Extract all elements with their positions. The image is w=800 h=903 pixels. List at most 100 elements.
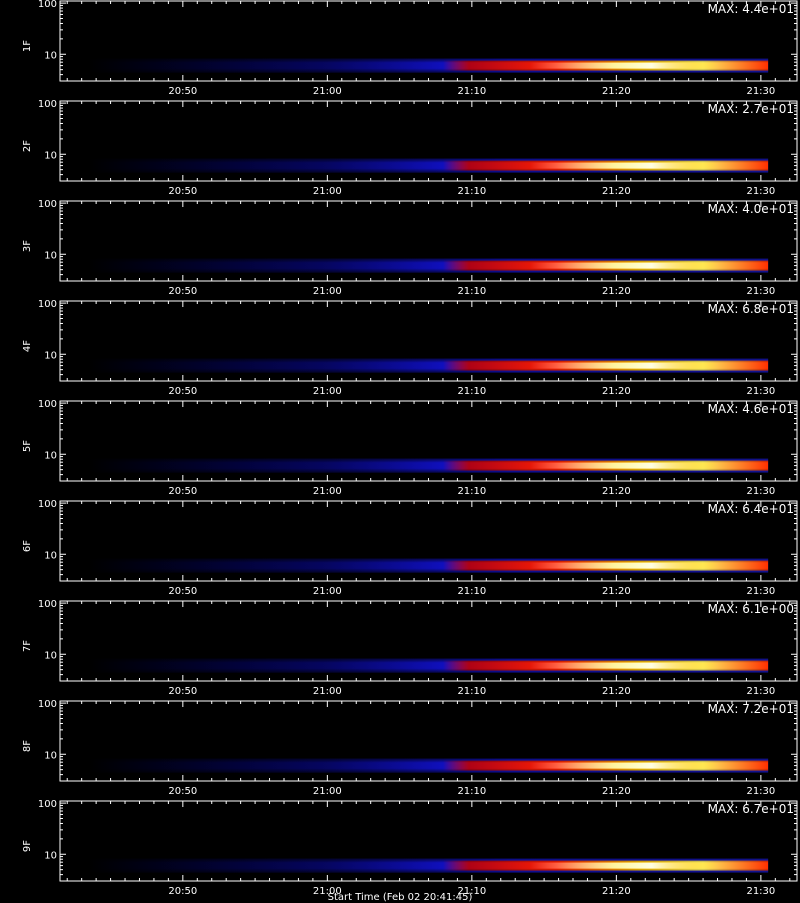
band-edge-fade (88, 758, 769, 773)
y-tick-label: 100 (38, 499, 57, 510)
max-value-label: MAX: 4.0e+01 (708, 202, 794, 216)
x-tick-label: 21:30 (746, 886, 775, 897)
max-value-label: MAX: 6.4e+01 (708, 502, 794, 516)
x-tick-label: 20:50 (168, 586, 197, 597)
x-tick-label: 20:50 (168, 486, 197, 497)
y-tick-label: 10 (44, 50, 57, 61)
y-tick-label: 100 (38, 199, 57, 210)
spectrogram-panel-7f: 10 100 20:50 21:00 21:10 21:20 21:30 7F MAX: 6.1… (22, 599, 798, 697)
max-value-label: MAX: 4.6e+01 (708, 402, 794, 416)
x-tick-label: 20:50 (168, 686, 197, 697)
x-tick-label: 21:00 (313, 386, 342, 397)
x-tick-label: 21:20 (602, 486, 631, 497)
panel-label: 9F (22, 840, 33, 852)
y-tick-label: 100 (38, 599, 57, 610)
band-edge-fade (88, 558, 769, 573)
x-tick-label: 20:50 (168, 786, 197, 797)
x-tick-label: 21:30 (746, 686, 775, 697)
max-value-label: MAX: 2.7e+01 (708, 102, 794, 116)
band-edge-fade (88, 658, 769, 673)
band-edge-fade (88, 58, 769, 73)
max-value-label: MAX: 6.1e+00 (708, 602, 794, 616)
y-tick-label: 10 (44, 550, 57, 561)
x-tick-label: 21:20 (602, 586, 631, 597)
spectrogram-panel-9f: 10 100 20:50 21:00 21:10 21:20 21:30 9F MAX: 6.7… (22, 799, 798, 897)
panel-label: 1F (22, 40, 33, 52)
spectrogram-panel-3f: 10 100 20:50 21:00 21:10 21:20 21:30 3F MAX: 4.0… (22, 199, 798, 297)
x-tick-label: 21:20 (602, 286, 631, 297)
x-tick-label: 21:30 (746, 186, 775, 197)
x-tick-label: 21:00 (313, 686, 342, 697)
x-tick-label: 21:10 (457, 686, 486, 697)
x-tick-label: 21:10 (457, 586, 486, 597)
x-tick-label: 21:10 (457, 386, 486, 397)
x-tick-label: 21:30 (746, 586, 775, 597)
band-edge-fade (88, 458, 769, 473)
x-tick-label: 21:20 (602, 386, 631, 397)
y-tick-label: 100 (38, 0, 57, 10)
x-tick-label: 20:50 (168, 886, 197, 897)
spectrogram-panel-5f: 10 100 20:50 21:00 21:10 21:20 21:30 5F MAX: 4.6… (22, 399, 798, 497)
y-tick-label: 100 (38, 699, 57, 710)
panel-label: 8F (22, 740, 33, 752)
spectrogram-panel-2f: 10 100 20:50 21:00 21:10 21:20 21:30 2F MAX: 2.7… (22, 99, 798, 197)
y-tick-label: 10 (44, 150, 57, 161)
x-tick-label: 21:10 (457, 786, 486, 797)
spectrogram-panel-4f: 10 100 20:50 21:00 21:10 21:20 21:30 4F MAX: 6.8… (22, 299, 798, 397)
spectrogram-panel-8f: 10 100 20:50 21:00 21:10 21:20 21:30 8F MAX: 7.2… (22, 699, 798, 797)
x-tick-label: 21:00 (313, 786, 342, 797)
y-tick-label: 10 (44, 250, 57, 261)
y-tick-label: 10 (44, 350, 57, 361)
x-tick-label: 21:20 (602, 886, 631, 897)
x-tick-label: 20:50 (168, 286, 197, 297)
y-tick-label: 10 (44, 450, 57, 461)
max-value-label: MAX: 7.2e+01 (708, 702, 794, 716)
y-tick-label: 100 (38, 299, 57, 310)
x-tick-label: 20:50 (168, 386, 197, 397)
x-tick-label: 21:30 (746, 286, 775, 297)
x-tick-label: 21:10 (457, 186, 486, 197)
x-tick-label: 21:10 (457, 286, 486, 297)
spectrogram-panel-6f: 10 100 20:50 21:00 21:10 21:20 21:30 6F MAX: 6.4… (22, 499, 798, 597)
panel-label: 6F (22, 540, 33, 552)
y-tick-label: 100 (38, 399, 57, 410)
x-tick-label: 20:50 (168, 186, 197, 197)
x-tick-label: 21:10 (457, 486, 486, 497)
band-edge-fade (88, 858, 769, 873)
x-tick-label: 21:30 (746, 86, 775, 97)
x-axis-title: Start Time (Feb 02 20:41:45) (327, 892, 473, 903)
x-tick-label: 21:00 (313, 286, 342, 297)
y-tick-label: 100 (38, 799, 57, 810)
x-tick-label: 20:50 (168, 86, 197, 97)
panel-label: 4F (22, 340, 33, 352)
x-tick-label: 21:20 (602, 186, 631, 197)
x-tick-label: 21:00 (313, 86, 342, 97)
max-value-label: MAX: 4.4e+01 (708, 2, 794, 16)
max-value-label: MAX: 6.7e+01 (708, 802, 794, 816)
x-tick-label: 21:30 (746, 486, 775, 497)
x-tick-label: 21:20 (602, 686, 631, 697)
band-edge-fade (88, 258, 769, 273)
max-value-label: MAX: 6.8e+01 (708, 302, 794, 316)
x-tick-label: 21:10 (457, 86, 486, 97)
x-tick-label: 21:10 (457, 886, 486, 897)
panel-label: 3F (22, 240, 33, 252)
y-tick-label: 10 (44, 850, 57, 861)
band-edge-fade (88, 158, 769, 173)
x-tick-label: 21:00 (313, 586, 342, 597)
panel-label: 7F (22, 640, 33, 652)
x-tick-label: 21:20 (602, 86, 631, 97)
x-tick-label: 21:30 (746, 786, 775, 797)
y-tick-label: 10 (44, 650, 57, 661)
x-tick-label: 21:00 (313, 186, 342, 197)
x-tick-label: 21:00 (313, 886, 342, 897)
spectrogram-panel-1f: 10 100 20:50 21:00 21:10 21:20 21:30 1F MAX: 4.4… (22, 0, 798, 97)
x-tick-label: 21:30 (746, 386, 775, 397)
panel-label: 5F (22, 440, 33, 452)
x-tick-label: 21:00 (313, 486, 342, 497)
panel-label: 2F (22, 140, 33, 152)
x-tick-label: 21:20 (602, 786, 631, 797)
y-tick-label: 10 (44, 750, 57, 761)
band-edge-fade (88, 358, 769, 373)
